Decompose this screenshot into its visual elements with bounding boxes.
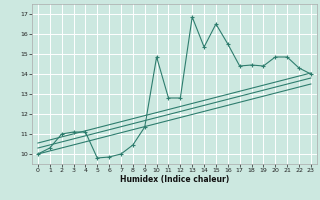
X-axis label: Humidex (Indice chaleur): Humidex (Indice chaleur)	[120, 175, 229, 184]
